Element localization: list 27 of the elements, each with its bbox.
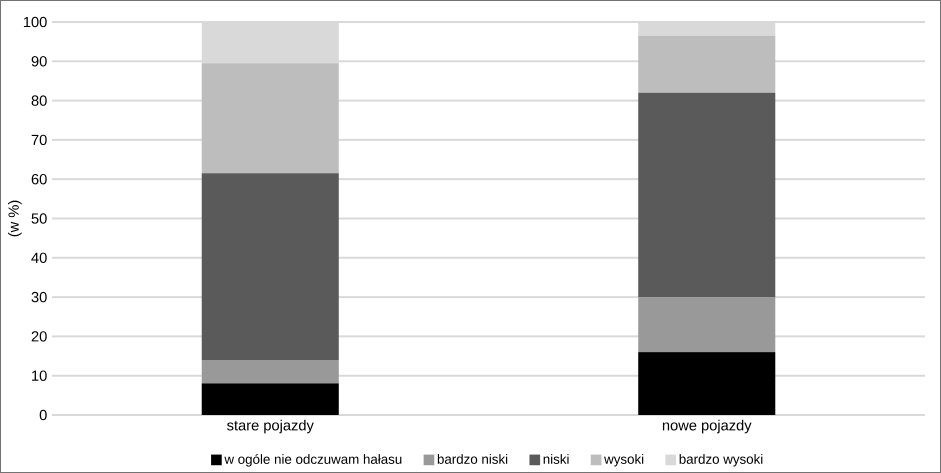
bar [202,384,339,415]
y-tick-label: 70 [32,134,47,146]
y-tick-label: 80 [32,95,47,106]
y-tick-label: 40 [31,252,47,263]
y-tick-label: 10 [32,370,47,381]
bar [638,92,776,298]
y-tick-label: 50 [32,213,47,224]
x-tick-label: nowe pojazdy [662,420,752,434]
bar [202,173,339,360]
y-tick-label: 0 [40,410,47,420]
y-axis-title: (w %) [8,200,22,236]
bar [202,63,339,174]
y-tick-label: 20 [32,331,47,342]
legend-label: bardzo wysoki [680,454,762,466]
bar [638,352,776,415]
bar [202,360,339,384]
legend-label: niski [544,454,569,464]
bar [638,36,776,93]
y-tick-label: 30 [32,292,47,302]
x-tick-label: stare pojazdy [227,420,314,434]
legend-label: w ogóle nie odczuwam hałasu [224,454,402,467]
y-tick-label: 60 [32,174,47,184]
y-tick-label: 90 [32,56,47,66]
y-tick-label: 100 [24,16,47,28]
bar [638,297,776,352]
legend-label: wysoki [604,454,644,466]
legend-label: bardzo niski [438,454,508,464]
